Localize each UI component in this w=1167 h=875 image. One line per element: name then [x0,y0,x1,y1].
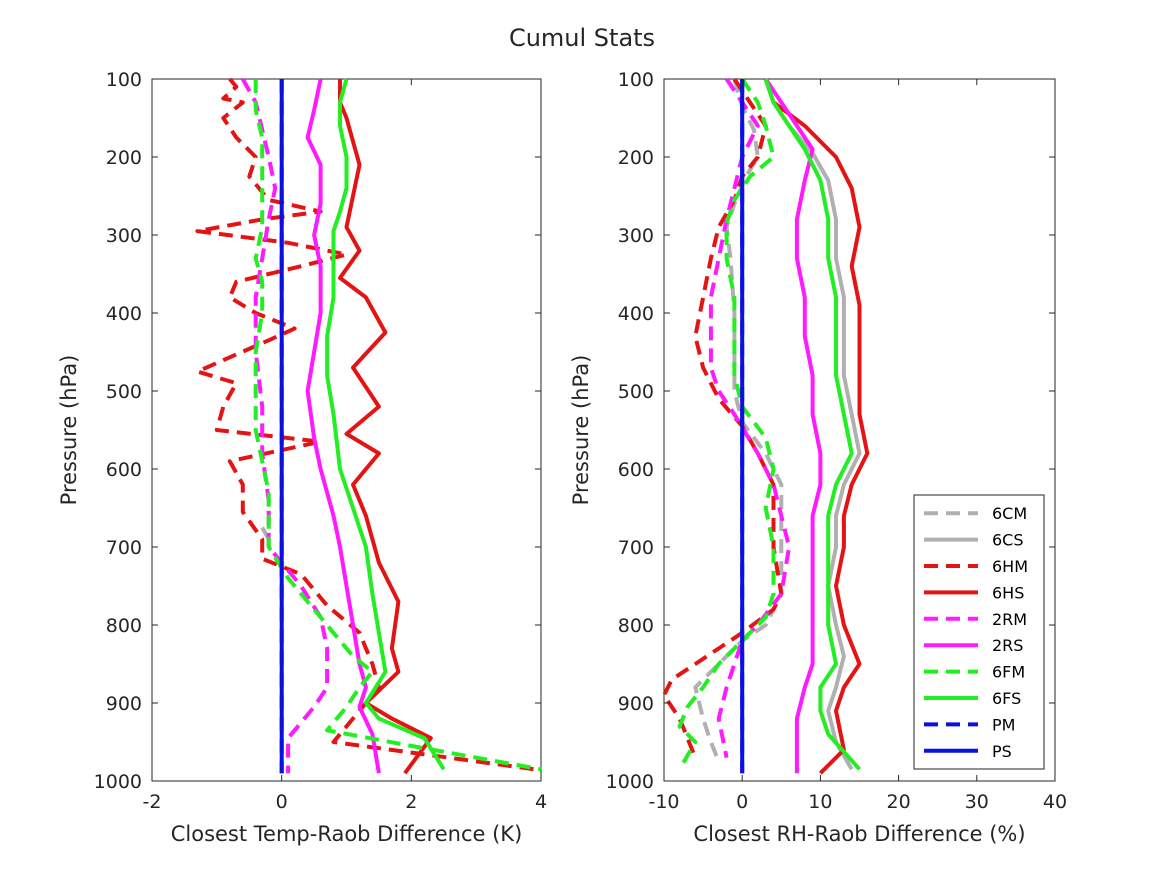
legend-label: PM [992,715,1015,734]
series-group [195,77,542,775]
legend-label: 2RS [992,636,1023,655]
chart-legend: 6CM 6CS 6HM 6HS 2RM 2RS 6FM 6FS PM PS [913,494,1045,770]
legend-item-6fs: 6FS [924,689,1021,708]
chart-title: Cumul Stats [509,24,655,52]
series-line-6hs [763,78,870,775]
series-line-6fs [763,78,861,771]
series-line-2rs [305,78,381,774]
y-tick-label: 600 [618,459,654,481]
y-tick-label: 300 [106,225,142,247]
x-tick-label: 30 [965,791,989,813]
x-tick-label: 2 [405,791,417,813]
x-tick-label: 4 [535,791,547,813]
y-tick-label: 400 [106,303,142,325]
legend-item-2rm: 2RM [924,610,1027,629]
series-line-6fs [325,78,446,771]
series-line-6fm [677,77,776,771]
y-tick-label: 900 [618,693,654,715]
legend-item-6fm: 6FM [924,663,1025,682]
y-tick-label: 400 [618,303,654,325]
series-line-6hs [338,79,433,775]
axes-box [663,78,1056,782]
y-axis-label: Pressure (hPa) [569,355,593,506]
y-tick-label: 500 [106,381,142,403]
legend-label: PS [992,742,1012,761]
x-tick-label: -2 [143,791,162,813]
y-tick-label: 700 [106,537,142,559]
y-tick-label: 300 [618,225,654,247]
y-tick-label: 100 [618,69,654,91]
series-line-6cs [763,78,862,771]
legend-item-pm: PM [924,715,1015,734]
panel-1: -2 0 2 4 100 200 300 400 500 600 700 800 900 1000 Clos… [57,69,547,846]
y-tick-label: 600 [106,459,142,481]
series-line-6fm [253,79,542,772]
series-line-6hm [662,77,784,759]
series-line-2rs [764,77,823,774]
legend-item-6hs: 6HS [924,583,1024,602]
series-line-2rm [241,78,330,774]
legend-item-2rs: 2RS [924,636,1023,655]
series-line-2rm [708,77,792,758]
y-tick-label: 700 [618,537,654,559]
legend-label: 6HM [992,557,1028,576]
x-tick-label: -10 [648,791,679,813]
y-tick-label: 900 [106,693,142,715]
plot-panels: -2 0 2 41002003004005006007008009001000Clos… [57,69,1067,846]
legend-item-6hm: 6HM [924,557,1028,576]
legend-box [913,494,1045,770]
y-tick-label: 100 [106,69,142,91]
panel-2: -10 0 10 20 30 40 100 200 300 400 500 600 700 800 900 1… [569,69,1067,846]
x-tick-label: 40 [1043,791,1067,813]
legend-label: 6CS [992,531,1024,550]
series-group [662,77,870,775]
y-tick-label: 800 [106,615,142,637]
legend-label: 6CM [992,504,1027,523]
x-axis-label: Closest Temp-Raob Difference (K) [171,822,523,846]
legend-item-6cs: 6CS [924,531,1024,550]
y-tick-label: 800 [618,615,654,637]
x-tick-label: 10 [808,791,832,813]
legend-item-6cm: 6CM [924,504,1027,523]
series-line-6hm [195,77,535,772]
legend-label: 6FS [992,689,1021,708]
legend-label: 6HS [992,583,1024,602]
legend-label: 2RM [992,610,1027,629]
y-tick-label: 1000 [94,771,142,793]
y-tick-label: 200 [618,147,654,169]
y-tick-label: 200 [106,147,142,169]
x-axis-label: Closest RH-Raob Difference (%) [693,822,1025,846]
y-tick-label: 500 [618,381,654,403]
legend-label: 6FM [992,663,1025,682]
legend-item-ps: PS [924,742,1012,761]
x-tick-label: 0 [736,791,748,813]
y-axis-label: Pressure (hPa) [57,355,81,506]
x-tick-label: 20 [887,791,911,813]
x-tick-label: 0 [276,791,288,813]
y-tick-label: 1000 [606,771,654,793]
